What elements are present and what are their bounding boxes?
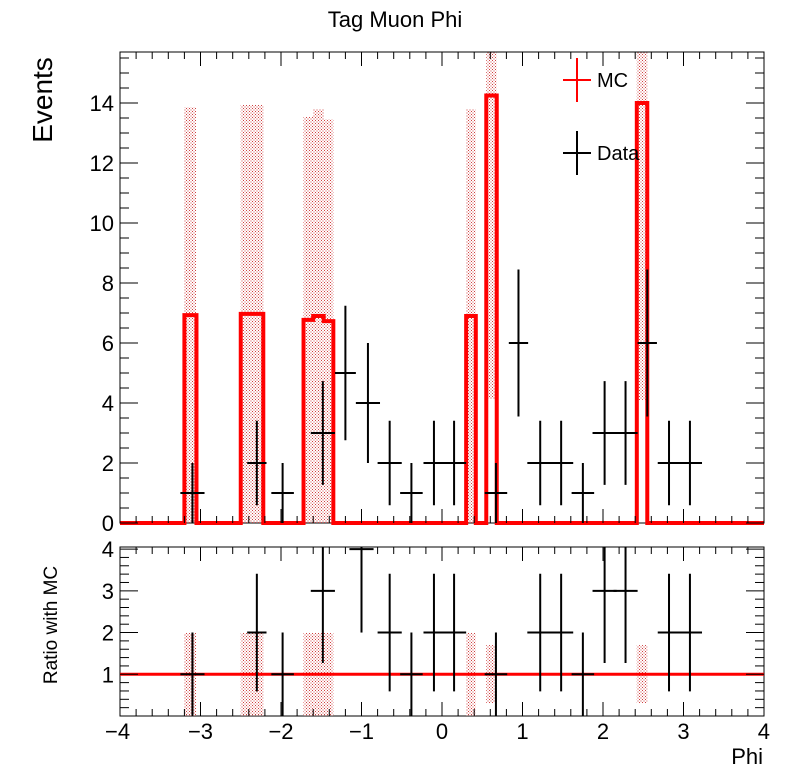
top-panel: 0 2 4 6 8 10 12 14 [90, 51, 765, 536]
data-point [180, 463, 205, 523]
mc-uncertainty-band [636, 52, 648, 400]
top-y-tick-label: 6 [102, 331, 114, 356]
top-y-tick-label: 0 [102, 511, 114, 536]
data-point [613, 381, 638, 485]
ratio-plot-frame [119, 546, 765, 717]
x-tick-label: −2 [268, 719, 293, 744]
x-tick-label: 1 [516, 719, 528, 744]
ratio-panel: 1 2 3 4 −4 −3 −2 −1 0 1 2 3 4 [102, 537, 770, 744]
data-point [637, 269, 657, 417]
legend-entry-mc: MC [563, 58, 628, 102]
data-point [247, 420, 267, 506]
ratio-point [310, 547, 335, 664]
data-point [400, 463, 423, 523]
ratio-point [527, 573, 554, 692]
data-point [442, 420, 467, 506]
ratio-point [571, 632, 595, 716]
mc-histogram-line [120, 93, 764, 525]
ratio-point [592, 547, 617, 664]
ratio-point [271, 632, 294, 716]
data-point [657, 420, 681, 506]
legend: MC Data [563, 58, 640, 175]
ratio-point [484, 632, 508, 716]
ratio-y-tick-label: 4 [102, 537, 114, 562]
data-point [310, 381, 335, 485]
data-point [334, 305, 356, 441]
ratio-point [377, 573, 402, 692]
top-y-axis-label: Events [27, 57, 58, 143]
legend-entry-data: Data [563, 131, 640, 175]
ratio-point [247, 573, 267, 692]
top-y-tick-label: 14 [90, 91, 114, 116]
ratio-point [677, 573, 703, 692]
x-tick-label: 3 [677, 719, 689, 744]
data-point [677, 420, 703, 506]
data-point [549, 420, 574, 506]
ratio-y-tick-label: 1 [102, 662, 114, 687]
top-y-tick-label: 10 [90, 211, 114, 236]
x-tick-label: −3 [188, 719, 213, 744]
data-point [571, 463, 595, 523]
x-axis-label: Phi [731, 744, 763, 769]
top-plot-frame [119, 51, 765, 524]
data-point [423, 420, 445, 506]
ratio-point [400, 632, 423, 716]
chart-title: Tag Muon Phi [328, 7, 463, 32]
ratio-point [657, 573, 681, 692]
ratio-point [442, 573, 467, 692]
x-tick-label: 4 [758, 719, 770, 744]
ratio-point [613, 547, 638, 664]
legend-label: Data [597, 143, 640, 165]
data-point [592, 381, 617, 485]
data-point [355, 343, 381, 463]
ratio-point [180, 632, 205, 716]
x-tick-label: −1 [349, 719, 374, 744]
x-tick-label: −4 [105, 719, 130, 744]
ratio-point [549, 573, 574, 692]
x-tick-label: 2 [597, 719, 609, 744]
mc-uncertainty-band [486, 52, 497, 399]
ratio-point [423, 573, 445, 692]
top-y-tick-label: 2 [102, 451, 114, 476]
top-y-tick-label: 8 [102, 271, 114, 296]
data-point [508, 269, 529, 417]
top-y-tick-label: 12 [90, 151, 114, 176]
data-point [527, 420, 554, 506]
ratio-y-tick-label: 2 [102, 621, 114, 646]
legend-label: MC [597, 70, 628, 92]
top-y-tick-label: 4 [102, 391, 114, 416]
ratio-y-tick-label: 3 [102, 579, 114, 604]
data-point [484, 463, 508, 523]
data-point [377, 420, 402, 506]
bottom-y-axis-label: Ratio with MC [41, 566, 62, 684]
x-tick-label: 0 [436, 719, 448, 744]
data-point [271, 463, 294, 523]
